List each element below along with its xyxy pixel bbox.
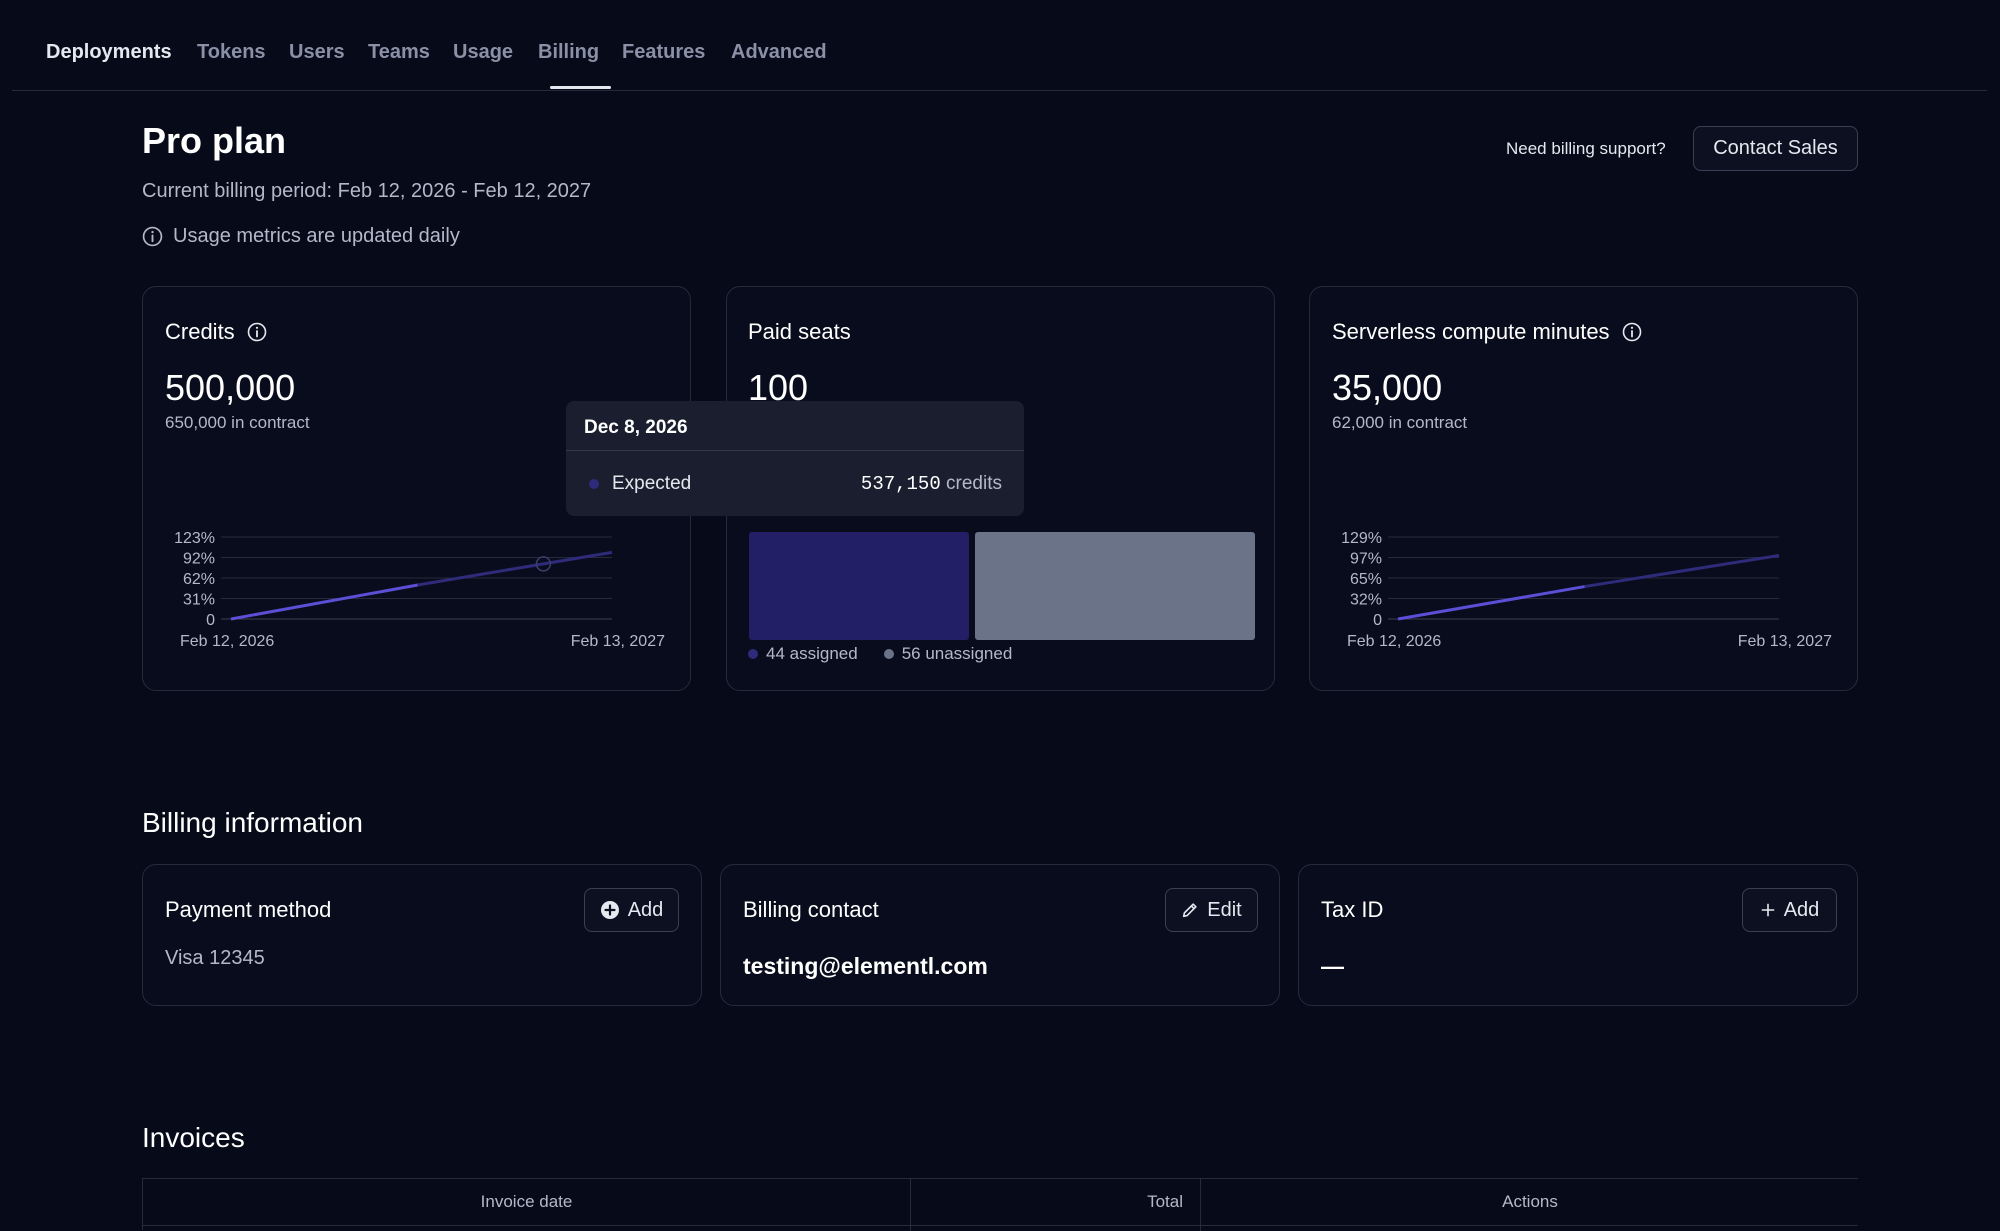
unassigned-dot bbox=[883, 649, 894, 659]
compute-contract: 62,000 in contract bbox=[1332, 413, 1468, 432]
tab-billing[interactable]: Billing bbox=[538, 41, 600, 63]
compute-card: Serverless compute minutes 35,000 62,000… bbox=[1309, 286, 1858, 691]
add-tax-id-button[interactable]: Add bbox=[1742, 888, 1837, 932]
y-tick-label: 65% bbox=[1350, 571, 1382, 588]
series-line-actual bbox=[1397, 585, 1585, 621]
tax-id-value: — bbox=[1321, 953, 1344, 979]
credits-value: 500,000 bbox=[165, 367, 296, 408]
active-tab-indicator bbox=[550, 86, 611, 89]
add-payment-label: Add bbox=[627, 898, 664, 921]
compute-title: Serverless compute minutes bbox=[1332, 319, 1642, 345]
tooltip-value: 537,150 credits bbox=[861, 473, 1002, 495]
billing-info-title: Billing information bbox=[142, 807, 363, 838]
top-tabs: Deployments Tokens Users Teams Usage Bil… bbox=[12, 0, 1987, 91]
payment-method-title: Payment method bbox=[165, 897, 332, 922]
x-label-end: Feb 13, 2027 bbox=[1738, 633, 1832, 650]
compute-usage-chart: 129% 97% 65% 32% 0 Feb 12, 2026 Feb 13, 2027 bbox=[1341, 530, 1832, 650]
tooltip-series: Expected bbox=[612, 473, 692, 494]
assigned-dot bbox=[748, 649, 758, 659]
invoices-table: Invoice date Total Actions bbox=[142, 1178, 1858, 1231]
tooltip-date: Dec 8, 2026 bbox=[584, 417, 688, 438]
y-tick-label: 123% bbox=[174, 530, 215, 547]
tax-id-title: Tax ID bbox=[1321, 897, 1384, 922]
paid-seats-title: Paid seats bbox=[748, 319, 851, 344]
seat-bar-assigned bbox=[749, 532, 969, 640]
tab-users[interactable]: Users bbox=[289, 41, 345, 63]
column-divider bbox=[910, 1179, 911, 1231]
credits-contract: 650,000 in contract bbox=[165, 413, 310, 432]
credits-usage-chart: 123% 92% 62% 31% 0 Feb 12, 2026 Feb 13, 2027 bbox=[174, 530, 665, 650]
y-tick-label: 0 bbox=[1373, 612, 1382, 629]
x-label-start: Feb 12, 2026 bbox=[180, 633, 274, 650]
table-header-border bbox=[143, 1225, 1858, 1226]
series-line-expected bbox=[417, 550, 613, 587]
metrics-note-text: Usage metrics are updated daily bbox=[173, 225, 460, 247]
credits-title-text: Credits bbox=[165, 319, 235, 344]
tooltip-number: 537,150 bbox=[860, 473, 941, 495]
info-icon[interactable] bbox=[247, 322, 267, 342]
series-line-actual bbox=[230, 583, 418, 621]
x-label-end: Feb 13, 2027 bbox=[571, 633, 665, 650]
page-title: Pro plan bbox=[142, 120, 287, 161]
billing-contact-email: testing@elementl.com bbox=[743, 953, 988, 979]
tab-deployments[interactable]: Deployments bbox=[46, 41, 172, 63]
metrics-note: Usage metrics are updated daily bbox=[142, 225, 460, 248]
tooltip-divider bbox=[566, 450, 1024, 451]
legend-unassigned: 56 unassigned bbox=[901, 644, 1013, 663]
tab-teams[interactable]: Teams bbox=[368, 41, 430, 63]
add-tax-id-label: Add bbox=[1783, 898, 1820, 921]
seats-bar-chart bbox=[749, 532, 1255, 640]
tab-advanced[interactable]: Advanced bbox=[731, 41, 827, 63]
billing-contact-title: Billing contact bbox=[743, 897, 879, 922]
invoices-title: Invoices bbox=[142, 1122, 245, 1153]
seat-bar-unassigned bbox=[975, 532, 1255, 640]
credits-title: Credits bbox=[165, 319, 267, 345]
y-tick-label: 92% bbox=[183, 551, 215, 568]
pencil-icon bbox=[1183, 903, 1197, 918]
y-tick-label: 62% bbox=[183, 571, 215, 588]
payment-method-value: Visa 12345 bbox=[165, 947, 265, 969]
chart-tooltip: Dec 8, 2026 Expected 537,150 credits bbox=[566, 401, 1024, 516]
edit-contact-button[interactable]: Edit bbox=[1165, 888, 1258, 932]
tab-tokens[interactable]: Tokens bbox=[197, 41, 266, 63]
billing-support-label: Need billing support? bbox=[1506, 139, 1666, 158]
credits-card: Credits 500,000 650,000 in contract 123%… bbox=[142, 286, 691, 691]
y-tick-label: 31% bbox=[183, 592, 215, 609]
billing-period: Current billing period: Feb 12, 2026 - F… bbox=[142, 180, 592, 202]
compute-title-text: Serverless compute minutes bbox=[1332, 319, 1610, 344]
hover-point bbox=[535, 556, 552, 572]
column-total[interactable]: Total bbox=[1147, 1192, 1183, 1211]
x-label-start: Feb 12, 2026 bbox=[1347, 633, 1441, 650]
column-actions[interactable]: Actions bbox=[1502, 1192, 1558, 1211]
tab-features[interactable]: Features bbox=[622, 41, 706, 63]
column-divider bbox=[1200, 1179, 1201, 1231]
series-line-expected bbox=[1584, 553, 1780, 589]
plus-icon bbox=[1761, 903, 1775, 917]
column-invoice-date[interactable]: Invoice date bbox=[480, 1192, 573, 1211]
seats-legend: 44 assigned 56 unassigned bbox=[748, 644, 1012, 664]
tax-id-card: Tax ID Add — bbox=[1298, 864, 1858, 1006]
plus-circle-icon bbox=[600, 901, 619, 919]
legend-assigned: 44 assigned bbox=[766, 644, 858, 663]
y-tick-label: 32% bbox=[1350, 592, 1382, 609]
tab-usage[interactable]: Usage bbox=[453, 41, 514, 63]
info-icon[interactable] bbox=[1622, 322, 1642, 342]
y-tick-label: 0 bbox=[206, 612, 215, 629]
compute-value: 35,000 bbox=[1332, 367, 1443, 408]
add-payment-button[interactable]: Add bbox=[584, 888, 679, 932]
y-tick-label: 97% bbox=[1350, 551, 1382, 568]
billing-contact-card: Billing contact Edit testing@elementl.co… bbox=[720, 864, 1280, 1006]
contact-sales-button[interactable]: Contact Sales bbox=[1693, 126, 1858, 171]
edit-contact-label: Edit bbox=[1207, 898, 1242, 921]
tooltip-series-dot bbox=[589, 479, 599, 489]
payment-method-card: Payment method Add Visa 12345 bbox=[142, 864, 702, 1006]
y-tick-label: 129% bbox=[1341, 530, 1382, 547]
tooltip-unit: credits bbox=[946, 473, 1002, 494]
info-icon bbox=[142, 226, 163, 247]
